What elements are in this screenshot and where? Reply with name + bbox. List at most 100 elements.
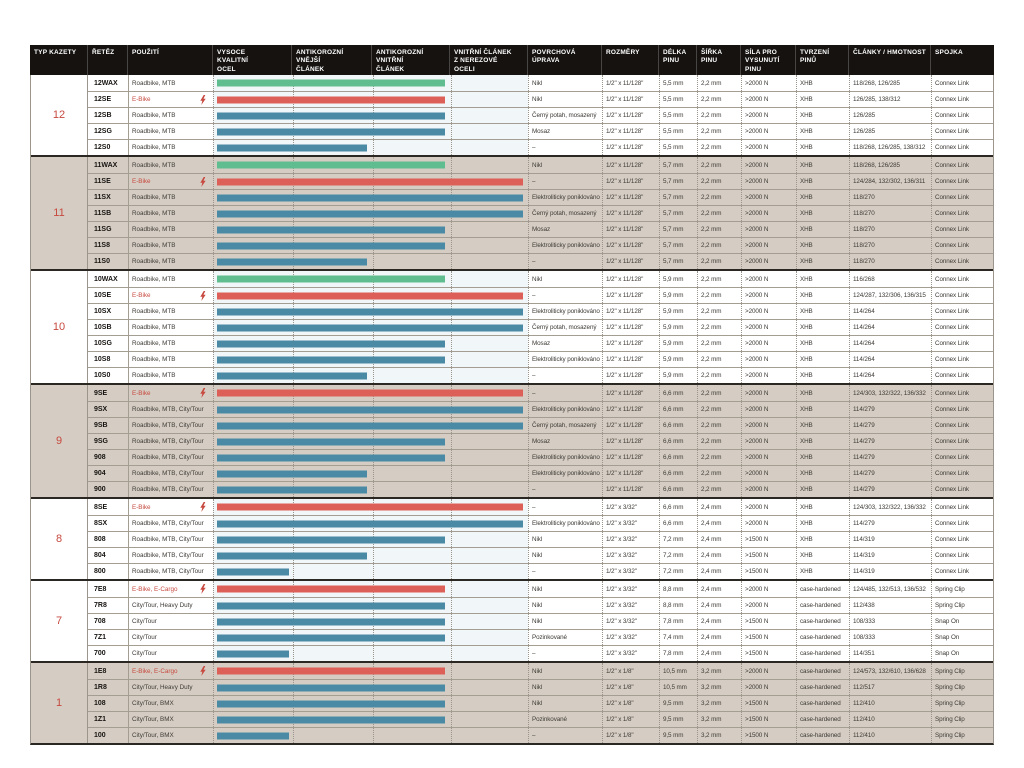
chain-row-10S8: 10S8 Roadbike, MTB Elektroliticky poniklov… [88,351,993,367]
col-header-antikorozni-vnejsi-clanek: ANTIKOROZNÍ VNĚJŠÍ ČLÁNEK [291,45,371,75]
quality-bar-blue [217,552,367,559]
links-weight-cell: 118/270 [849,238,931,253]
surface-cell: Nikl [528,271,602,287]
chain-name: 100 [94,732,106,739]
pin-length-cell: 5,9 mm [659,320,697,335]
pin-length-cell: 6,6 mm [659,466,697,481]
pin-width-cell: 3,2 mm [697,712,741,727]
steel-quality-bar-area [213,190,528,205]
lightning-icon [200,388,206,398]
use-label: City/Tour, BMX [132,700,174,707]
steel-quality-bar-area [213,222,528,237]
chain-row-904: 904 Roadbike, MTB, City/Tour Elektrolitick… [88,465,993,481]
size-cell: 1/2" x 11/128" [602,140,659,155]
links-weight-cell: 114/264 [849,336,931,351]
use-label: E-Bike, E-Cargo [132,585,178,593]
chain-row-11SB: 11SB Roadbike, MTB Černý potah, mosazený 1/… [88,205,993,221]
steel-quality-bar-area [213,157,528,173]
chain-name: 9SX [94,406,108,413]
surface-cell: Mosaz [528,336,602,351]
steel-quality-bar-area [213,696,528,711]
quality-bar-red [217,503,523,511]
pin-width-cell: 2,2 mm [697,271,741,287]
chain-row-108: 108 City/Tour, BMX Nikl 1/2" x 1/8" 9,5 mm 3,… [88,695,993,711]
pin-width-cell: 2,2 mm [697,206,741,221]
chain-name: 7R8 [94,602,107,609]
use-label: Roadbike, MTB [132,226,176,233]
hardening-cell: XHB [796,92,849,107]
use-cell: Roadbike, MTB [128,254,213,269]
links-weight-cell: 124/287, 132/306, 136/315 [849,288,931,303]
chain-name: 9SE [94,389,108,397]
surface-cell: Elektroliticky poniklováno [528,516,602,531]
use-label: Roadbike, MTB, City/Tour [132,520,204,527]
chain-name: 12SE [94,96,112,103]
table-body: 12 12WAX Roadbike, MTB Nikl 1/2" x 11/128" 5,… [30,75,994,745]
chain-row-9SG: 9SG Roadbike, MTB, City/Tour Mosaz 1/2" x 1… [88,433,993,449]
surface-cell: Černý potah, mosazený [528,108,602,123]
group-rows: 10WAX Roadbike, MTB Nikl 1/2" x 11/128" 5,9 … [88,271,993,383]
hardening-cell: XHB [796,548,849,563]
links-weight-cell: 114/279 [849,482,931,497]
group-rows: 12WAX Roadbike, MTB Nikl 1/2" x 11/128" 5,5 … [88,75,993,155]
col-header-tvrzeni-pinu: TVRZENÍ PINŮ [795,45,848,75]
steel-quality-bar-area [213,385,528,401]
use-cell: E-Bike, E-Cargo [128,663,213,679]
connector-cell: Connex Link [931,336,995,351]
steel-quality-bar-area [213,712,528,727]
size-cell: 1/2" x 1/8" [602,663,659,679]
chain-row-12WAX: 12WAX Roadbike, MTB Nikl 1/2" x 11/128" 5,5 … [88,75,993,91]
connector-cell: Spring Clip [931,728,995,743]
chain-name: 12WAX [94,79,118,87]
surface-cell: Nikl [528,157,602,173]
force-cell: >2000 N [741,368,796,383]
size-cell: 1/2" x 3/32" [602,499,659,515]
pin-length-cell: 5,7 mm [659,254,697,269]
hardening-cell: case-hardened [796,581,849,597]
column-divider [451,548,452,563]
surface-cell: – [528,499,602,515]
connector-cell: Connex Link [931,288,995,303]
surface-cell: Elektroliticky poniklováno [528,352,602,367]
use-cell: Roadbike, MTB [128,368,213,383]
force-cell: >2000 N [741,288,796,303]
force-cell: >2000 N [741,140,796,155]
steel-quality-bar-area [213,728,528,743]
steel-quality-bar-area [213,548,528,563]
pin-length-cell: 6,6 mm [659,434,697,449]
use-label: Roadbike, MTB, City/Tour [132,486,204,493]
column-divider [451,728,452,743]
hardening-cell: XHB [796,385,849,401]
use-cell: City/Tour [128,646,213,661]
column-divider [373,368,374,383]
quality-bar-blue [217,470,367,477]
links-weight-cell: 112/517 [849,680,931,695]
cassette-group-1: 1 1E8 E-Bike, E-Cargo Nikl 1/2" x 1/8" 10,5 m… [31,661,993,743]
use-cell: E-Bike, E-Cargo [128,581,213,597]
use-cell: Roadbike, MTB [128,304,213,319]
surface-cell: Elektroliticky poniklováno [528,450,602,465]
links-weight-cell: 126/285 [849,108,931,123]
column-divider [451,680,452,695]
pin-length-cell: 6,6 mm [659,450,697,465]
use-cell: E-Bike [128,499,213,515]
pin-width-cell: 2,2 mm [697,238,741,253]
connector-cell: Connex Link [931,368,995,383]
column-divider [373,466,374,481]
quality-bar-blue [217,112,445,119]
chain-name: 11S8 [94,242,110,249]
use-label: City/Tour [132,634,157,641]
force-cell: >2000 N [741,206,796,221]
quality-bar-red [217,667,445,675]
use-cell: Roadbike, MTB [128,206,213,221]
pin-width-cell: 2,4 mm [697,548,741,563]
quality-bar-green [217,275,445,283]
force-cell: >2000 N [741,157,796,173]
force-cell: >2000 N [741,190,796,205]
hardening-cell: XHB [796,402,849,417]
hardening-cell: XHB [796,75,849,91]
quality-bar-blue [217,438,445,445]
use-cell: City/Tour, BMX [128,712,213,727]
connector-cell: Spring Clip [931,696,995,711]
pin-width-cell: 2,2 mm [697,92,741,107]
